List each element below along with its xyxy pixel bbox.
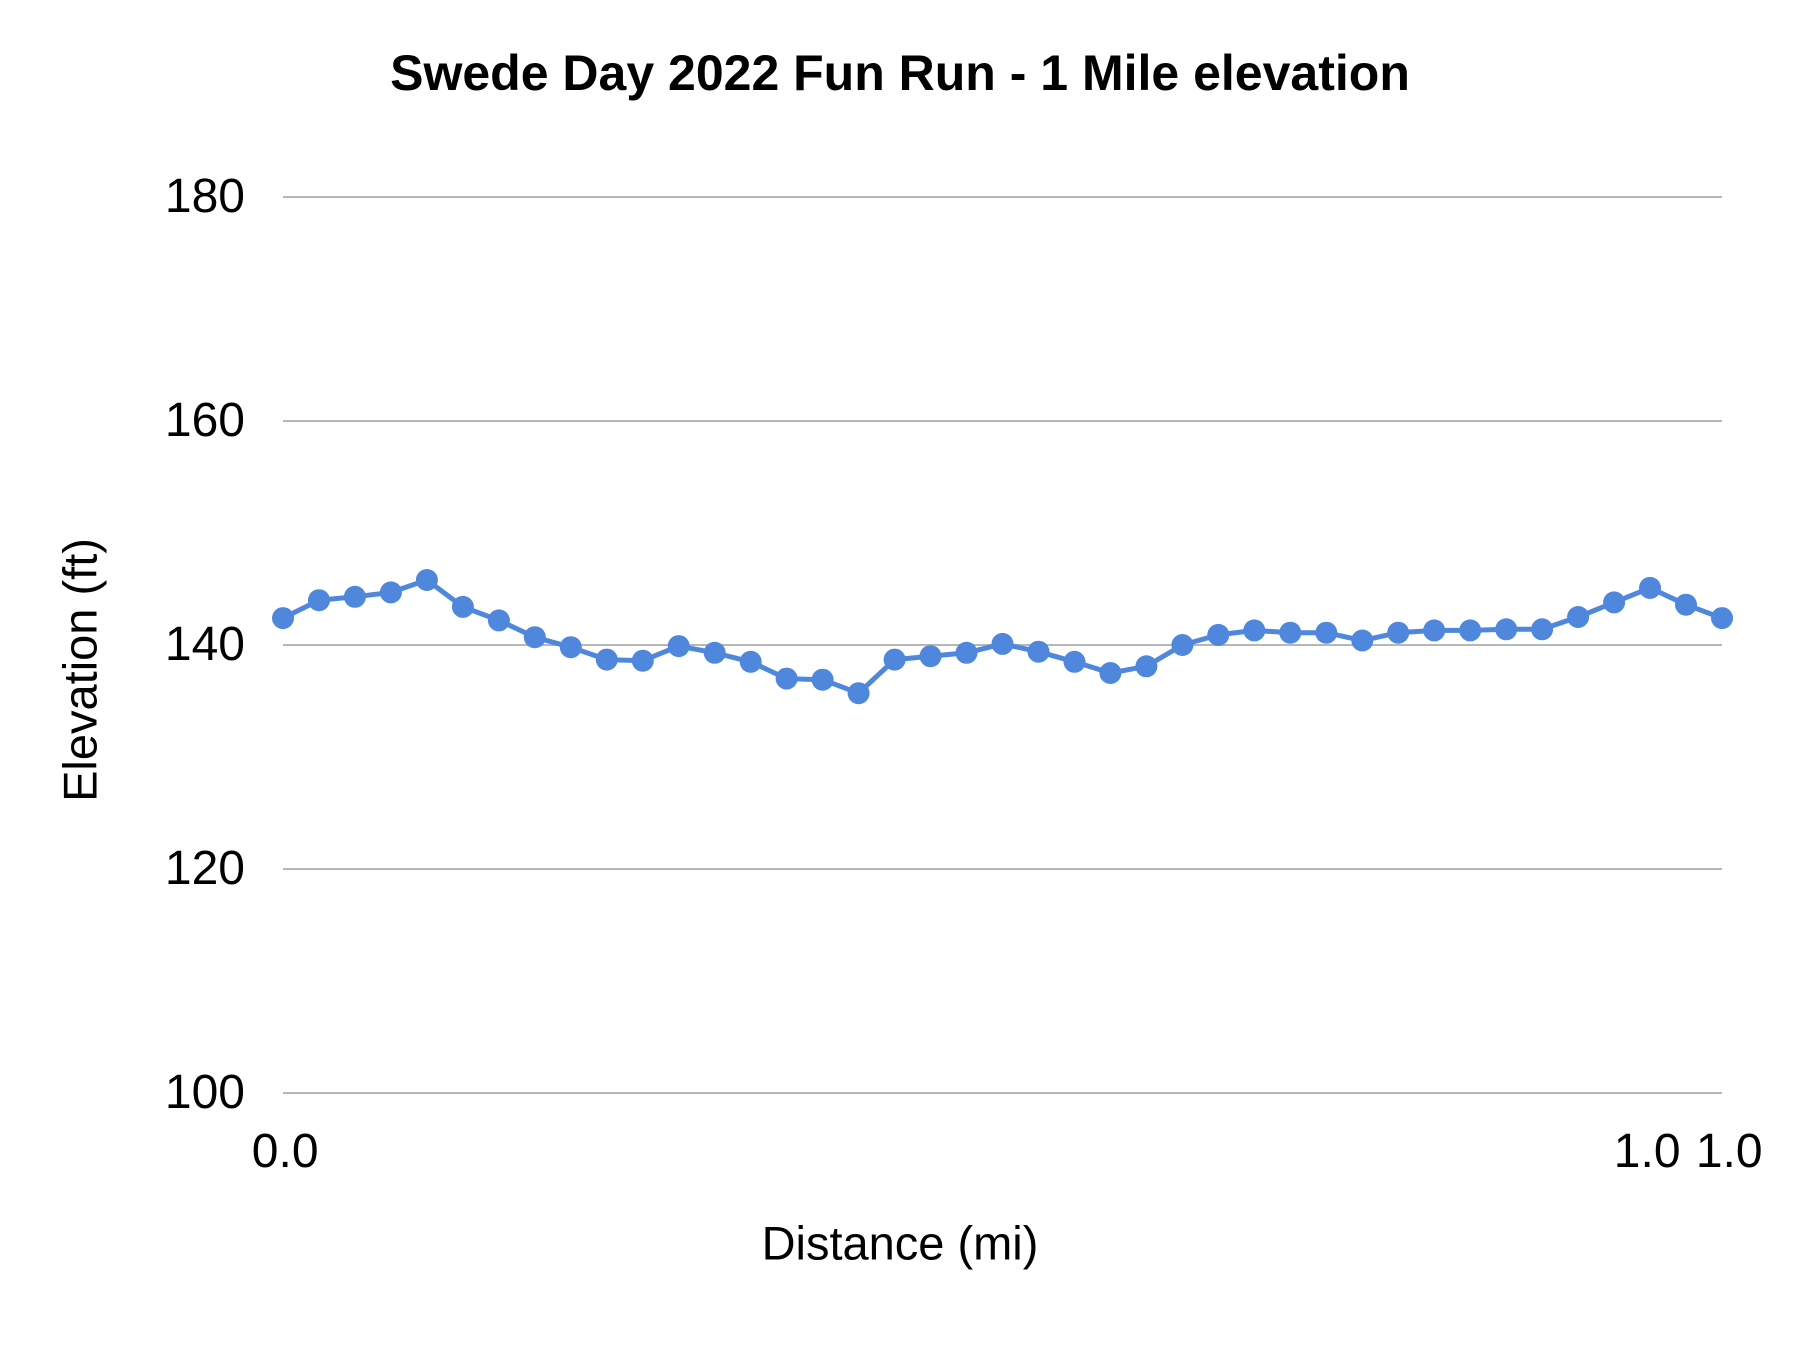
data-point-marker — [667, 635, 690, 658]
data-point-marker — [487, 609, 510, 632]
data-point-marker — [1171, 634, 1194, 656]
data-point-marker — [523, 626, 546, 649]
data-point-marker — [595, 648, 618, 671]
data-point-marker — [955, 641, 978, 664]
data-point-marker — [415, 569, 438, 591]
data-point-marker — [631, 649, 654, 672]
data-point-marker — [379, 581, 402, 604]
data-point-marker — [1711, 607, 1733, 630]
data-point-marker — [1567, 606, 1590, 628]
data-point-marker — [775, 667, 798, 690]
data-point-marker — [1351, 629, 1374, 652]
x-tick-label: 0.0 — [251, 1125, 319, 1178]
data-point-marker — [1459, 619, 1482, 642]
data-point-marker — [847, 682, 870, 705]
data-point-marker — [308, 589, 330, 612]
data-point-marker — [1675, 593, 1697, 616]
y-tick-label: 180 — [164, 170, 245, 223]
data-point-marker — [1207, 623, 1230, 646]
x-tick-label: 1.0 — [1613, 1125, 1681, 1178]
x-axis-title: Distance (mi) — [761, 1216, 1039, 1270]
data-point-marker — [1315, 621, 1338, 644]
data-point-marker — [1135, 655, 1158, 678]
data-point-marker — [1603, 591, 1626, 614]
data-point-marker — [1063, 650, 1086, 673]
data-point-marker — [1531, 618, 1554, 641]
data-point-marker — [1027, 640, 1050, 663]
data-point-marker — [883, 648, 906, 671]
y-tick-label: 140 — [164, 618, 245, 671]
data-point-marker — [1387, 621, 1410, 644]
data-point-marker — [272, 607, 294, 630]
y-tick-label: 160 — [164, 394, 245, 447]
data-point-marker — [1099, 662, 1122, 684]
chart-title: Swede Day 2022 Fun Run - 1 Mile elevatio… — [390, 45, 1410, 101]
data-point-marker — [1243, 619, 1266, 642]
data-point-marker — [703, 641, 726, 664]
data-point-marker — [343, 585, 366, 608]
data-point-marker — [559, 636, 582, 659]
data-point-marker — [811, 668, 834, 691]
data-point-marker — [1639, 576, 1661, 599]
x-tick-label: 1.0 — [1695, 1125, 1763, 1178]
data-point-marker — [739, 650, 762, 673]
data-point-marker — [1495, 618, 1518, 641]
y-tick-label: 120 — [164, 842, 245, 895]
y-tick-label: 100 — [164, 1066, 245, 1119]
data-point-marker — [1279, 621, 1302, 644]
data-point-marker — [451, 595, 474, 618]
data-point-marker — [991, 632, 1014, 655]
data-point-marker — [1423, 619, 1446, 642]
data-point-marker — [919, 645, 942, 668]
